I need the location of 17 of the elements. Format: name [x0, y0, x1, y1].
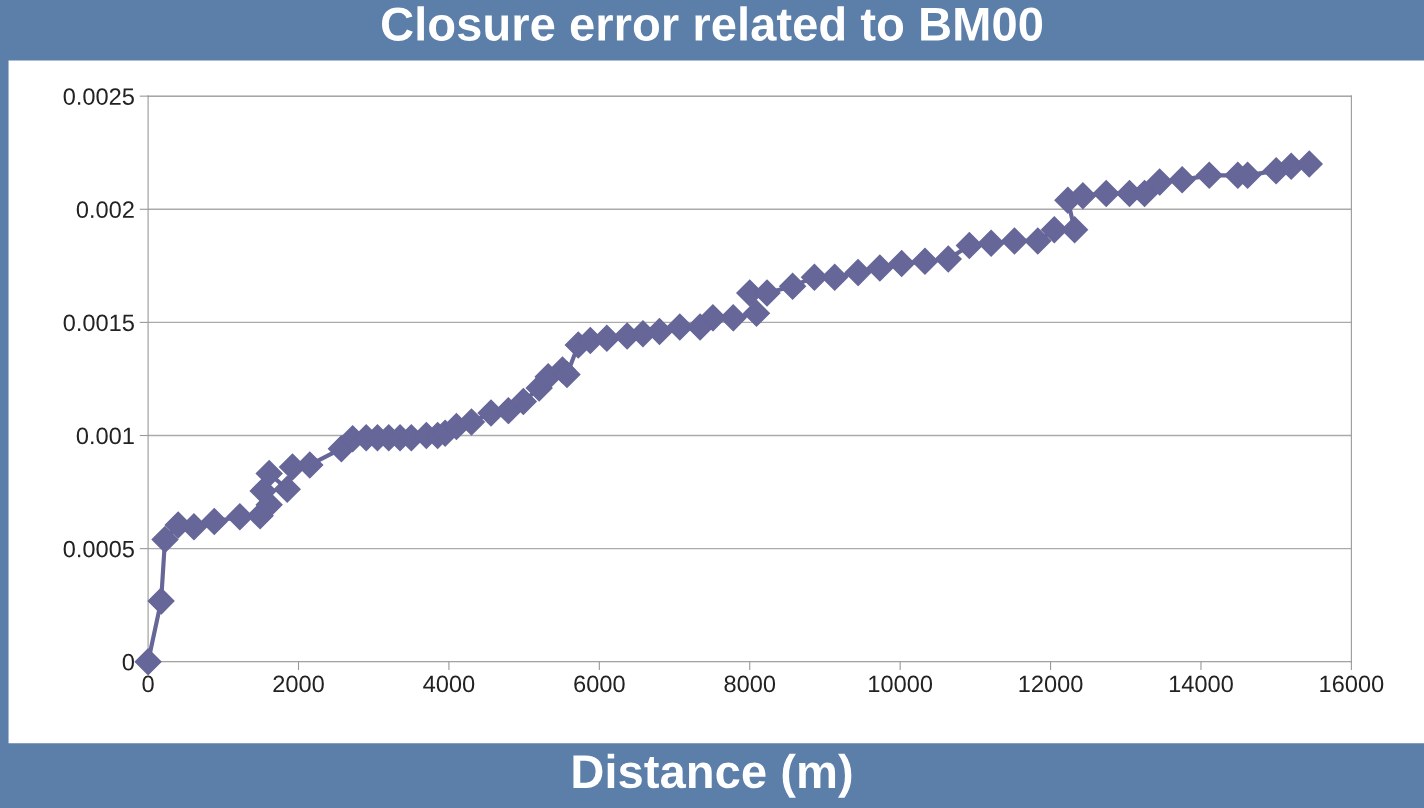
y-tick-label: 0.0025: [63, 88, 134, 105]
x-tick-label: 6000: [574, 675, 625, 693]
y-tick-label: 0.002: [76, 201, 134, 219]
x-tick-label: 4000: [423, 675, 475, 693]
x-tick-label: 10000: [869, 675, 933, 693]
x-tick-label: 2000: [273, 675, 324, 693]
x-tick-label: 8000: [724, 675, 776, 693]
y-tick-label: 0.0005: [63, 540, 134, 558]
x-tick-label: 16000: [1320, 675, 1384, 693]
y-tick-label: 0: [122, 653, 134, 671]
y-tick-label: 0.001: [76, 427, 134, 445]
x-axis-title: Distance (m): [573, 753, 852, 798]
y-tick-label: 0.0015: [63, 314, 134, 332]
x-tick-label: 14000: [1169, 675, 1233, 693]
x-tick-label: 0: [142, 675, 154, 693]
chart-title: Closure error related to BM00: [381, 6, 1043, 41]
x-tick-label: 12000: [1019, 675, 1083, 693]
